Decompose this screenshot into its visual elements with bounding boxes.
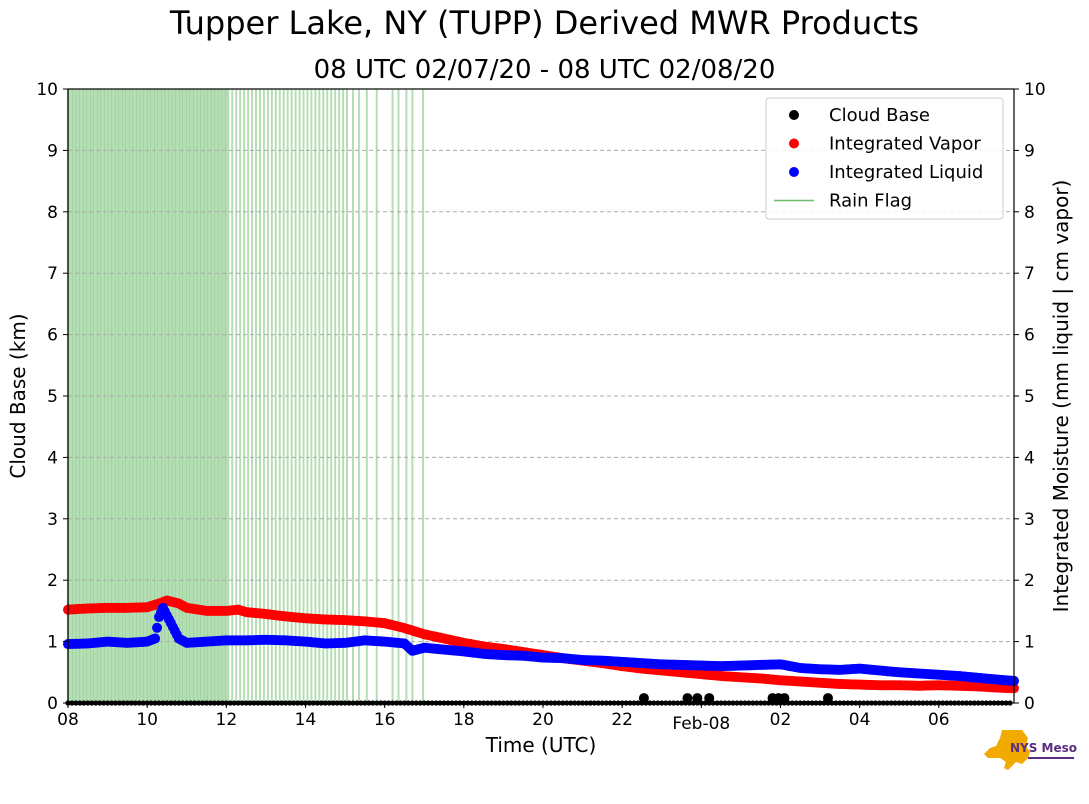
x-tick-label: Feb-08	[672, 714, 730, 734]
cloud-base-point	[692, 693, 703, 704]
legend-label: Integrated Vapor	[829, 134, 981, 155]
y-tick-label-left: 0	[47, 694, 58, 714]
y-axis-label-left: Cloud Base (km)	[6, 313, 30, 478]
integrated-liquid-point	[150, 633, 161, 644]
legend-label: Rain Flag	[829, 191, 912, 212]
logo-text: NYS Mesonet	[1010, 741, 1078, 755]
x-tick-label: 18	[453, 710, 475, 730]
y-tick-label-left: 10	[36, 80, 58, 100]
legend-box	[765, 97, 1004, 220]
x-tick-label: 20	[532, 710, 554, 730]
cloud-base-point	[704, 693, 715, 704]
y-tick-label-left: 3	[47, 510, 58, 530]
x-tick-label: 12	[216, 710, 238, 730]
x-axis-label: Time (UTC)	[485, 733, 597, 757]
y-tick-label-right: 7	[1024, 264, 1035, 284]
x-tick-label: 02	[770, 710, 792, 730]
y-tick-label-right: 3	[1024, 510, 1035, 530]
y-tick-label-right: 4	[1024, 448, 1035, 468]
y-tick-label-left: 2	[47, 571, 58, 591]
legend-marker	[789, 110, 799, 120]
nys-mesonet-logo: NYS Mesonet	[984, 730, 1078, 770]
new-york-state-shape-icon	[984, 730, 1030, 770]
y-tick-label-right: 8	[1024, 203, 1035, 223]
logo-underline	[1028, 757, 1074, 759]
cloud-base-point	[779, 693, 790, 704]
y-tick-label-left: 1	[47, 633, 58, 653]
legend-marker	[789, 167, 799, 177]
y-tick-label-right: 1	[1024, 633, 1035, 653]
legend: Cloud Base Integrated Vapor Integrated Liq…	[765, 97, 1004, 220]
x-tick-label: 06	[928, 710, 950, 730]
x-tick-label: 22	[611, 710, 633, 730]
y-tick-label-left: 8	[47, 203, 58, 223]
x-tick-label: 16	[374, 710, 396, 730]
x-tick-label: 04	[849, 710, 871, 730]
series-layer	[63, 595, 1019, 706]
cloud-base-point	[638, 693, 649, 704]
x-tick-label: 10	[136, 710, 158, 730]
chart-title: Tupper Lake, NY (TUPP) Derived MWR Produ…	[169, 4, 920, 42]
legend-label: Cloud Base	[829, 105, 930, 126]
y-tick-label-left: 5	[47, 387, 58, 407]
legend-label: Integrated Liquid	[829, 162, 983, 183]
y-tick-label-left: 7	[47, 264, 58, 284]
y-tick-label-right: 2	[1024, 571, 1035, 591]
y-tick-label-right: 6	[1024, 326, 1035, 346]
chart-subtitle: 08 UTC 02/07/20 - 08 UTC 02/08/20	[313, 55, 776, 85]
x-tick-label: 14	[295, 710, 317, 730]
y-tick-label-left: 6	[47, 326, 58, 346]
legend-marker	[789, 138, 799, 149]
y-tick-label-left: 4	[47, 448, 58, 468]
y-tick-label-right: 9	[1024, 141, 1035, 161]
x-tick-label: 08	[57, 710, 79, 730]
grid-lines	[68, 149, 1014, 643]
integrated-liquid-point	[152, 622, 163, 633]
y-axis-label-right: Integrated Moisture (mm liquid | cm vapo…	[1049, 180, 1073, 613]
y-tick-label-right: 0	[1024, 694, 1035, 714]
y-tick-label-left: 9	[47, 141, 58, 161]
cloud-base-point	[682, 693, 693, 704]
y-tick-label-right: 5	[1024, 387, 1035, 407]
cloud-base-point	[822, 693, 833, 704]
y-tick-label-right: 10	[1024, 80, 1046, 100]
